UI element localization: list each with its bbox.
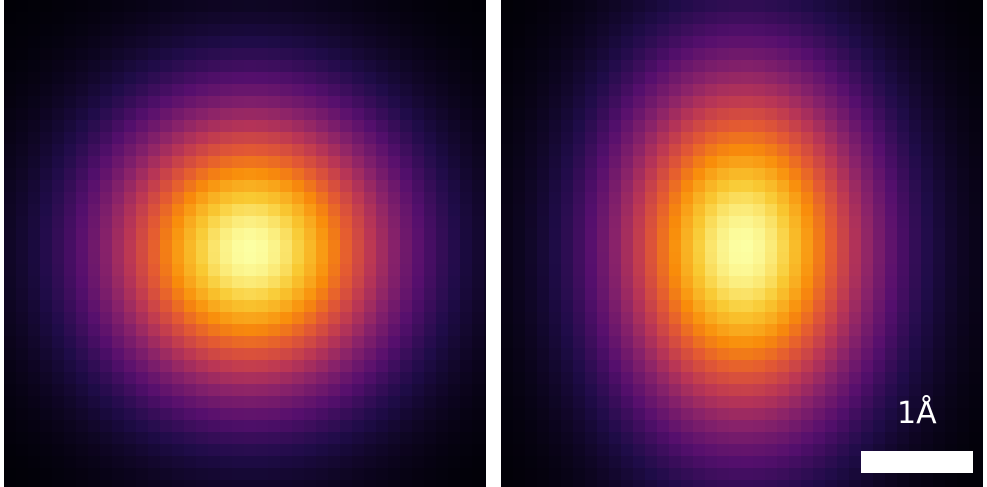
scale-bar-label: 1Å xyxy=(897,396,937,431)
density-heatmap-elongated xyxy=(501,0,983,487)
density-panel-right xyxy=(501,0,983,487)
density-panel-left xyxy=(4,0,486,487)
density-heatmap-round xyxy=(4,0,486,487)
scale-bar xyxy=(861,451,973,473)
